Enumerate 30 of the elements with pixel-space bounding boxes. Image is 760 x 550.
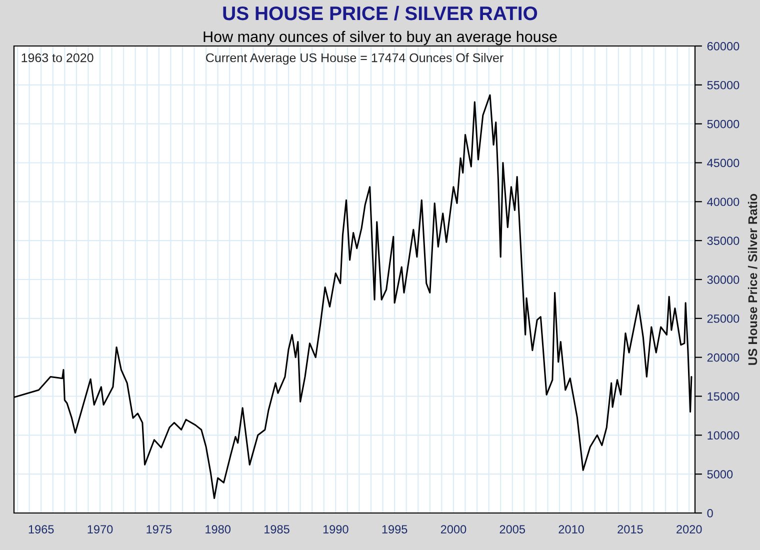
y-tick-label: 30000 <box>707 276 740 284</box>
x-tick-label: 1980 <box>206 525 230 534</box>
y-tick-label: 20000 <box>707 353 740 362</box>
x-tick-label: 1965 <box>28 525 54 534</box>
x-tick-label: 2010 <box>558 525 584 534</box>
y-tick-label: 35000 <box>707 236 740 245</box>
y-tick-label: 0 <box>707 509 713 518</box>
y-axis-title: US House Price / Silver Ratio <box>748 194 758 365</box>
y-tick-label: 40000 <box>707 198 740 206</box>
annotation: 1963 to 2020 <box>22 53 94 62</box>
y-tick-label: 5000 <box>707 470 733 478</box>
x-tick-label: 2000 <box>440 525 466 534</box>
x-tick-label: 2005 <box>500 525 526 534</box>
chart-subtitle: How many ounces of silver to buy an average house <box>204 30 557 46</box>
y-tick-label: 50000 <box>707 120 740 128</box>
x-tick-label: 1970 <box>88 525 113 534</box>
y-tick-label: 45000 <box>707 158 740 168</box>
x-tick-label: 1975 <box>146 525 172 534</box>
x-tick-label: 2020 <box>676 525 702 534</box>
y-tick-label: 55000 <box>707 80 740 90</box>
y-tick-label: 60000 <box>707 42 740 50</box>
y-tick-label: 15000 <box>708 392 740 401</box>
x-tick-label: 1985 <box>264 525 290 534</box>
x-tick-label: 2015 <box>618 525 643 534</box>
chart-title: US HOUSE PRICE / SILVER RATIO <box>223 6 538 20</box>
annotation: Current Average US House = 17474 Ounces Of Silver <box>206 53 504 65</box>
y-tick-label: 10000 <box>708 431 740 440</box>
y-tick-label: 25000 <box>707 314 740 323</box>
x-tick-label: 1990 <box>323 525 348 534</box>
x-tick-label: 1995 <box>382 525 408 534</box>
